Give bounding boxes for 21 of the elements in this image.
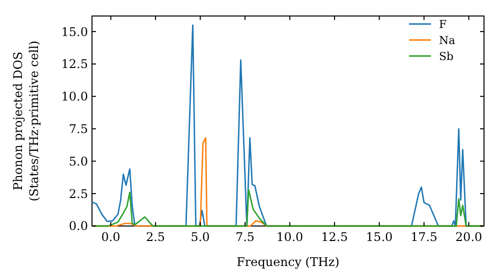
x-tick-label: 7.5 xyxy=(235,230,255,244)
x-tick-label: 2.5 xyxy=(146,230,166,244)
legend-label: Sb xyxy=(439,50,454,63)
x-tick-label: 5.0 xyxy=(190,230,210,244)
x-tick-label: 17.5 xyxy=(410,230,438,244)
y-tick-label: 10.0 xyxy=(61,90,88,104)
x-tick-label: 15.0 xyxy=(366,230,393,244)
y-tick-label: 7.5 xyxy=(68,122,88,136)
y-axis-title: Phonon projected DOS (States/THz·primitive cell) xyxy=(11,40,41,202)
y-tick-label: 5.0 xyxy=(68,154,88,168)
x-tick-label: 20.0 xyxy=(455,230,482,244)
y-tick-label: 15.0 xyxy=(61,24,88,39)
x-tick-label: 10.0 xyxy=(276,230,304,244)
legend-label: Na xyxy=(439,34,456,47)
y-tick-label: 2.5 xyxy=(68,186,88,201)
x-tick-label: 12.5 xyxy=(321,230,348,244)
legend-label: F xyxy=(439,18,447,31)
x-axis-title: Frequency (THz) xyxy=(236,255,340,269)
x-tick-label: 0.0 xyxy=(101,230,120,244)
y-tick-label: 12.5 xyxy=(61,57,88,72)
y-tick-label: 0.0 xyxy=(68,219,88,234)
